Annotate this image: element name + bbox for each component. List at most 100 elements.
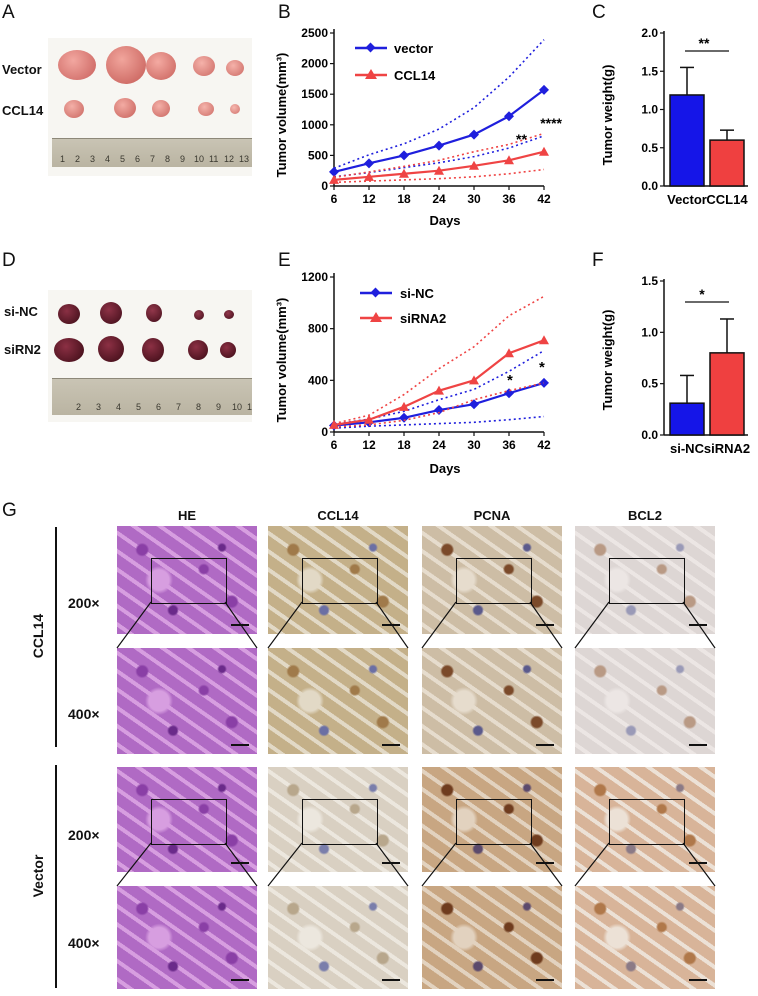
histology-image: [117, 886, 257, 989]
histology-image: [422, 648, 562, 754]
legend-item-sirna2: siRNA2: [400, 311, 446, 326]
y-tick-label: 1500: [301, 87, 328, 101]
group-bracket: [55, 765, 57, 988]
data-point: [399, 401, 409, 411]
legend: si-NC siRNA2: [360, 286, 446, 326]
legend-item-ccl14: CCL14: [394, 68, 436, 83]
scale-bar: [536, 979, 554, 981]
histology-image: [575, 526, 715, 634]
row-label-sirn2: siRN2: [4, 342, 41, 357]
data-point: [539, 146, 549, 156]
histology-image: [422, 767, 562, 872]
histology-image: [117, 767, 257, 872]
tumor: [58, 50, 96, 80]
category-label: si-NC: [670, 441, 705, 456]
legend-item-si-nc: si-NC: [400, 286, 435, 301]
magnification-label: 400×: [68, 935, 100, 951]
panel-label-d: D: [2, 250, 16, 271]
legend: vector CCL14: [355, 41, 436, 83]
histology-image: [117, 648, 257, 754]
x-tick-label: 6: [331, 192, 338, 206]
histology-image: [268, 648, 408, 754]
sig-annotation: ****: [540, 115, 562, 131]
y-tick-label: 0.5: [641, 377, 658, 391]
y-tick-label: 0: [321, 425, 328, 439]
panel-label-b: B: [278, 2, 291, 23]
data-point: [364, 414, 374, 424]
magnification-label: 200×: [68, 595, 100, 611]
scale-bar: [382, 979, 400, 981]
data-point: [469, 375, 479, 385]
data-point: [399, 412, 409, 423]
column-header-ccl14: CCL14: [317, 508, 359, 523]
tumor: [142, 338, 164, 362]
tumor: [230, 104, 240, 114]
data-point: [434, 165, 444, 175]
x-tick-label: 36: [502, 438, 516, 452]
bar: [669, 94, 705, 187]
scale-bar: [536, 744, 554, 746]
y-axis-label: Tumor volume(mm³): [274, 298, 289, 423]
bar: [709, 352, 745, 436]
histology-image: [268, 526, 408, 634]
magnification-label: 200×: [68, 827, 100, 843]
x-tick-label: 6: [331, 438, 338, 452]
data-point: [329, 166, 339, 177]
data-point: [469, 160, 479, 170]
y-tick-label: 2000: [301, 57, 328, 71]
tumor: [220, 342, 236, 358]
chart-c: 0.0 0.5 1.0 1.5 2.0 Vector CCL14 Tumor weight(…: [600, 26, 748, 207]
scale-bar: [231, 744, 249, 746]
y-tick-label: 0: [321, 179, 328, 193]
y-tick-label: 0.5: [641, 141, 658, 155]
y-tick-label: 400: [308, 373, 328, 387]
sig-annotation: **: [516, 131, 527, 147]
tumor: [100, 302, 122, 324]
data-point: [504, 111, 514, 122]
data-point: [539, 377, 549, 388]
panel-label-c: C: [592, 2, 606, 23]
group-label-vector: Vector: [30, 854, 46, 898]
y-tick-label: 800: [308, 322, 328, 336]
scale-bar: [231, 979, 249, 981]
tumor: [64, 100, 84, 118]
y-axis-label: Tumor weight(g): [600, 65, 615, 166]
row-label-ccl14: CCL14: [2, 103, 44, 118]
x-tick-label: 24: [432, 192, 446, 206]
zoom-region-box: [302, 799, 378, 845]
zoom-region-box: [302, 558, 378, 604]
data-point: [399, 150, 409, 161]
category-label: Vector: [667, 192, 707, 207]
zoom-region-box: [456, 799, 532, 845]
y-tick-label: 1.5: [641, 274, 658, 288]
histology-image: [575, 886, 715, 989]
x-tick-label: 12: [362, 438, 376, 452]
histology-image: [268, 886, 408, 989]
scale-bar: [382, 744, 400, 746]
y-tick-label: 1.5: [641, 64, 658, 78]
data-point: [539, 335, 549, 345]
panel-label-a: A: [2, 2, 15, 23]
histology-image: [575, 648, 715, 754]
tumor: [98, 336, 124, 362]
y-tick-label: 0.0: [641, 179, 658, 193]
tumor: [146, 52, 176, 80]
sig-annotation: *: [507, 372, 513, 389]
scale-bar: [689, 862, 707, 864]
data-point: [539, 84, 549, 95]
y-tick-label: 1.0: [641, 103, 658, 117]
x-tick-label: 30: [467, 192, 481, 206]
data-point: [469, 129, 479, 140]
legend-item-vector: vector: [394, 41, 433, 56]
scale-bar: [536, 624, 554, 626]
data-point: [434, 405, 444, 416]
histology-image: [422, 886, 562, 989]
zoom-region-box: [151, 799, 227, 845]
category-label: siRNA2: [704, 441, 750, 456]
tumor: [193, 56, 215, 76]
data-point: [504, 388, 514, 399]
data-point: [434, 140, 444, 151]
tumor: [114, 98, 136, 118]
y-tick-label: 1200: [301, 270, 328, 284]
data-point: [434, 385, 444, 395]
